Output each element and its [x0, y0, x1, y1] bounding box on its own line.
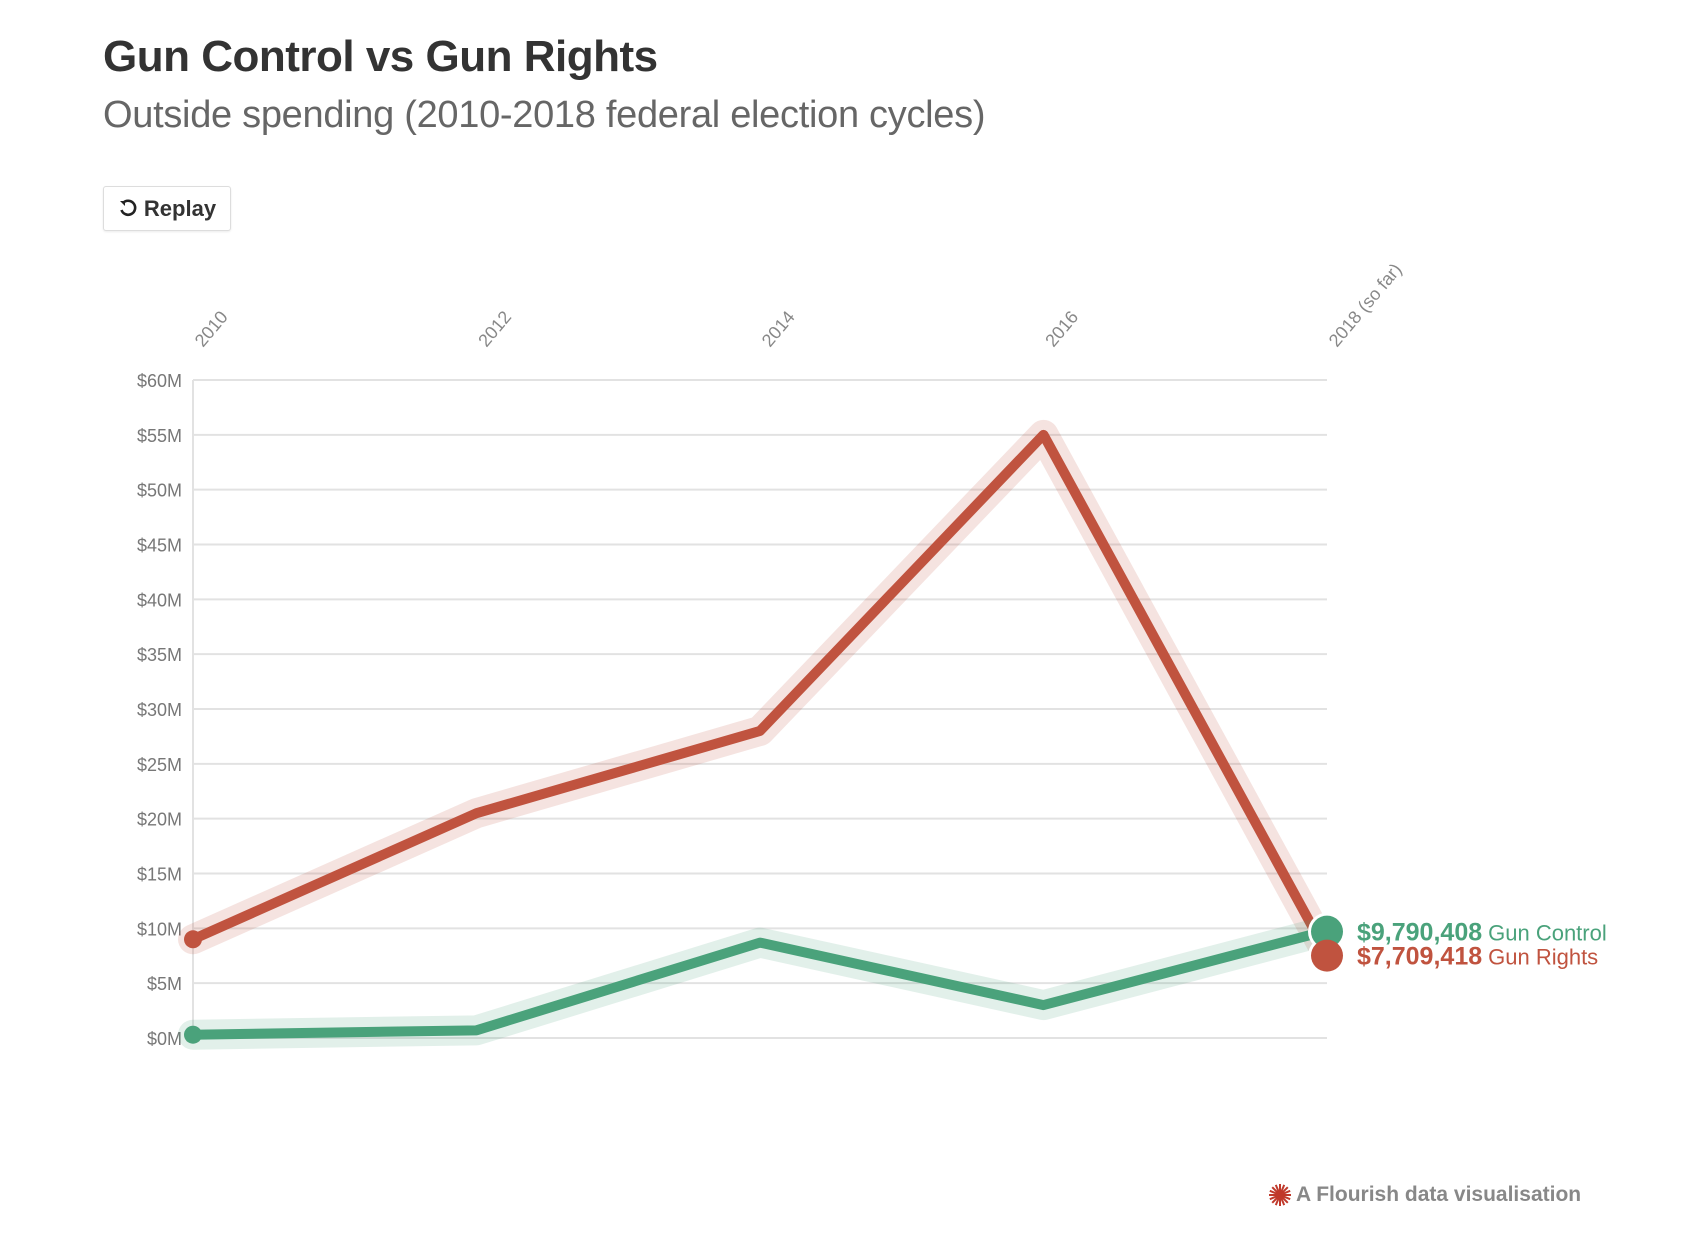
y-tick-label: $55M: [137, 426, 182, 446]
end-label-value: $7,709,418: [1357, 943, 1482, 971]
x-tick-label: 2014: [758, 307, 799, 351]
chart-title: Gun Control vs Gun Rights: [103, 32, 658, 81]
y-tick-label: $35M: [137, 645, 182, 665]
y-tick-label: $50M: [137, 481, 182, 501]
replay-label: Replay: [143, 195, 217, 221]
y-tick-label: $25M: [137, 755, 182, 775]
y-tick-label: $60M: [137, 371, 182, 391]
y-tick-label: $0M: [147, 1029, 182, 1049]
end-label-name: Gun Rights: [1488, 945, 1598, 970]
end-label: $9,790,408 Gun Control: [1357, 919, 1607, 947]
end-label-name: Gun Control: [1488, 921, 1607, 946]
x-tick-label: 2016: [1041, 307, 1082, 351]
y-tick-label: $20M: [137, 810, 182, 830]
flourish-logo-icon: [1269, 1184, 1291, 1206]
x-tick-label: 2012: [474, 307, 515, 351]
label-clip: [1610, 901, 1708, 932]
series-halo-gun-rights: [178, 419, 1342, 969]
start-point: [184, 1025, 202, 1044]
chart-subtitle: Outside spending (2010-2018 federal elec…: [103, 94, 986, 136]
x-tick-label: 2010: [191, 307, 232, 351]
series-line-gun-rights: [190, 429, 1332, 956]
y-tick-label: $10M: [137, 919, 182, 939]
x-tick-label: 2018 (so far): [1325, 260, 1406, 351]
y-tick-label: $30M: [137, 700, 182, 720]
end-label: $7,709,418 Gun Rights: [1357, 943, 1598, 971]
end-marker: [1311, 915, 1343, 948]
end-label-value: $9,790,408: [1357, 919, 1482, 947]
replay-icon: [119, 198, 137, 216]
y-tick-label: $5M: [147, 974, 182, 994]
replay-button[interactable]: Replay: [103, 186, 231, 231]
series-line-gun-control: [192, 925, 1329, 1040]
flourish-credit[interactable]: A Flourish data visualisation: [1268, 1183, 1581, 1207]
y-tick-label: $15M: [137, 865, 182, 885]
y-tick-label: $40M: [137, 590, 182, 610]
y-tick-label: $45M: [137, 536, 182, 556]
flourish-credit-text: A Flourish data visualisation: [1296, 1183, 1582, 1206]
start-point: [184, 930, 202, 949]
end-marker: [1311, 939, 1343, 972]
